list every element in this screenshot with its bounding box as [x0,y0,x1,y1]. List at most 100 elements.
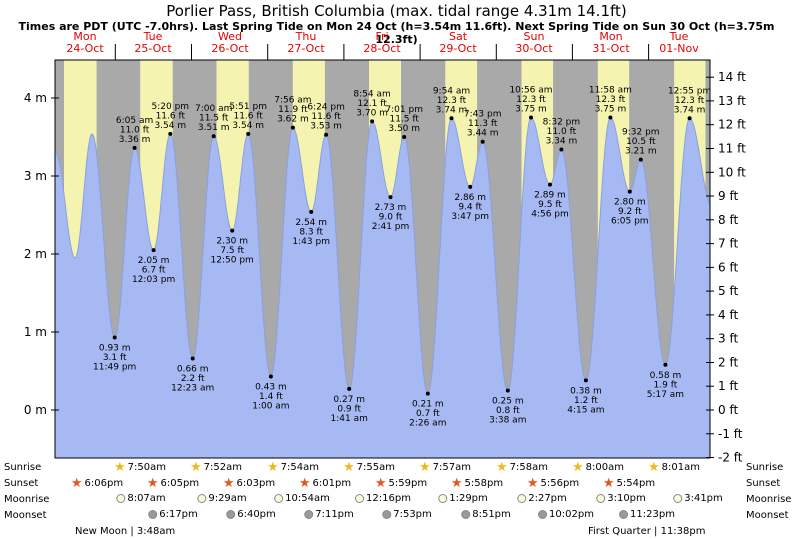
day-name: Mon [73,30,97,43]
tide-label-line: 3.70 m [356,108,388,118]
tide-point [425,391,430,396]
tide-point [168,131,173,136]
tide-label-line: 12.3 ft [596,95,626,105]
sunrise-time: 8:01am [661,462,700,473]
sunrise-star-icon: ★ [419,460,431,475]
moonrise-row-label-left: Moonrise [4,494,50,505]
sunrise-star-icon: ★ [648,460,660,475]
sunrise-star-icon: ★ [267,460,279,475]
tide-label-line: 2.05 m [138,256,170,266]
sunset-entry: ★ 5:56pm [527,477,579,490]
moonset-time: 7:53pm [393,509,432,520]
moonset-moon-icon [382,510,392,519]
tide-point [246,131,251,136]
tide-label-line: 5:20 pm [152,102,190,112]
tide-point [449,116,454,121]
moonrise-moon-icon [596,494,606,503]
sunset-star-icon: ★ [602,476,615,491]
sunset-entry: ★ 5:54pm [603,477,655,490]
sunrise-time: 8:00am [585,462,624,473]
tide-point [290,125,295,130]
tide-label-line: 7:56 am [274,96,311,106]
moonset-time: 7:11pm [315,509,354,520]
tide-label-line: 2.89 m [534,191,566,201]
moonrise-entry: 9:29am [197,493,247,504]
tide-label-line: 12.1 ft [357,99,387,109]
moonset-row: Moonset 6:17pm 6:40pm 7:11pm 7:53pm 8:51pm 10:… [0,508,793,524]
tide-label-line: 1.9 ft [654,380,678,390]
sunset-time: 6:05pm [160,478,200,489]
tide-label-line: 12.3 ft [437,96,467,106]
tide-label-line: 2.30 m [216,237,248,247]
moonrise-time: 1:29pm [449,493,488,504]
sunset-row-label-right: Sunset [746,478,781,489]
right-axis-label: 1 ft [718,379,738,393]
moon-phase-first-quarter: First Quarter | 11:38pm [588,526,706,537]
tide-label-line: 3.74 m [436,105,468,115]
sunset-star-icon: ★ [526,476,539,491]
right-axis-label: 4 ft [718,308,738,322]
tide-area [54,116,711,459]
sunrise-entry: ★ 7:54am [267,461,319,474]
moonrise-moon-icon [517,494,527,503]
day-name: Thu [295,30,317,43]
day-date: 29-Oct [439,42,477,55]
left-axis-label: 2 m [24,247,47,261]
day-name: Tue [143,30,163,43]
tide-label-line: 1.4 ft [259,392,283,402]
moonrise-time: 2:27pm [528,493,567,504]
tide-low-annotation: 2.80 m9.2 ft6:05 pm [611,189,649,227]
tide-label-line: 11.0 ft [547,127,577,137]
sunrise-entry: ★ 7:50am [114,461,166,474]
tide-label-line: 2:26 am [409,419,446,429]
right-axis-label: 6 ft [718,260,738,274]
tide-point [190,356,195,361]
moonset-time: 10:02pm [549,509,594,520]
tide-label-line: 3.54 m [232,121,264,131]
tide-point [402,135,407,139]
moonset-row-label-right: Moonset [746,510,789,521]
tide-label-line: 3.54 m [154,121,186,131]
tide-label-line: 3.44 m [467,129,499,139]
tide-label-line: 12.3 ft [675,96,705,106]
tide-label-line: 3.36 m [119,135,151,145]
tide-point [347,386,352,391]
right-axis-label: -1 ft [718,427,743,441]
moonrise-moon-icon [197,494,207,503]
sunrise-star-icon: ★ [572,460,584,475]
right-axis-label: 11 ft [718,142,746,156]
day-name: Tue [669,30,689,43]
moon-phase-new-moon: New Moon | 3:48am [75,526,176,537]
moonset-moon-icon [304,510,314,519]
tide-label-line: 0.43 m [255,383,287,393]
moonrise-entry: 12:16pm [355,493,411,504]
moonset-entry: 6:17pm [148,509,198,520]
tide-label-line: 0.58 m [650,371,682,381]
tide-label-line: 6:05 pm [611,217,649,227]
tide-label-line: 6.7 ft [142,266,166,276]
tide-label-line: 11.5 ft [199,114,229,124]
sunrise-time: 7:52am [203,462,242,473]
right-axis-label: 2 ft [718,356,738,370]
tide-label-line: 1:00 am [252,402,289,412]
tide-label-line: 0.7 ft [416,409,440,419]
tide-low-annotation: 0.58 m1.9 ft5:17 am [647,362,684,400]
tide-point [468,184,473,189]
moonrise-moon-icon [673,494,683,503]
tide-label-line: 3.53 m [310,122,342,132]
tide-label-line: 2:41 pm [372,222,410,232]
moonrise-time: 9:29am [208,493,247,504]
moonrise-moon-icon [116,494,126,503]
day-date: 31-Oct [592,42,630,55]
sunset-entry: ★ 5:59pm [375,477,427,490]
sunset-entry: ★ 6:01pm [299,477,351,490]
day-name: Fri [375,30,389,43]
tide-point [529,115,533,120]
